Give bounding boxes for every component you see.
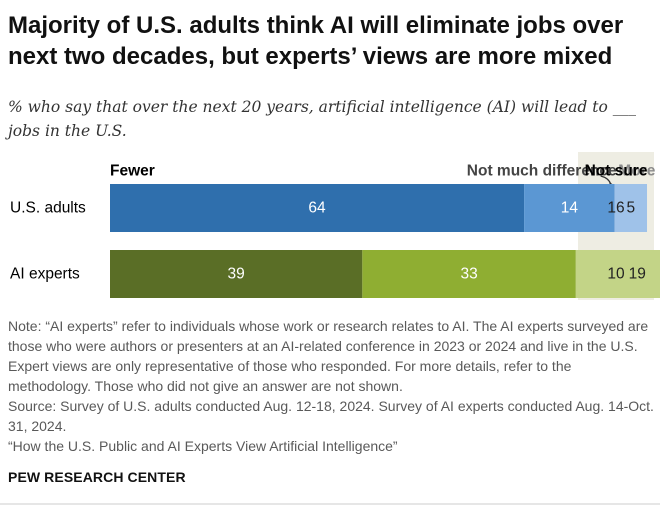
data-label: 14 [561,200,579,217]
legend-not-much-difference: Not much difference [467,163,617,180]
category-label: U.S. adults [10,200,86,217]
not-sure-value: 16 [607,200,624,217]
chart-subtitle: % who say that over the next 20 years, a… [8,98,637,140]
report-title: “How the U.S. Public and AI Experts View… [8,438,398,454]
data-label: 39 [228,266,245,283]
bar-segment [362,250,576,298]
bottom-divider [0,503,660,505]
bar-segment [110,184,525,232]
bar-segment [524,184,615,232]
data-label: 64 [308,200,326,217]
bar-segment [575,250,660,298]
category-label: AI experts [10,266,80,283]
source-text: Source: Survey of U.S. adults conducted … [8,398,654,434]
chart-notes: Note: “AI experts” refer to individuals … [8,316,656,456]
data-label: 5 [627,200,636,217]
brand-logo-text: PEW RESEARCH CENTER [8,469,186,485]
legend-fewer: Fewer [110,163,155,180]
legend-not-sure: Not sure [585,163,648,180]
bar-segment [614,184,648,232]
not-sure-value: 10 [607,266,625,283]
chart-title: Majority of U.S. adults think AI will el… [8,12,624,70]
data-label: 19 [629,266,646,283]
bar-segment [110,250,363,298]
legend-leader-line [600,175,612,185]
data-label: 33 [460,266,477,283]
legend-more: More [618,163,655,180]
note-text: Note: “AI experts” refer to individuals … [8,318,649,394]
